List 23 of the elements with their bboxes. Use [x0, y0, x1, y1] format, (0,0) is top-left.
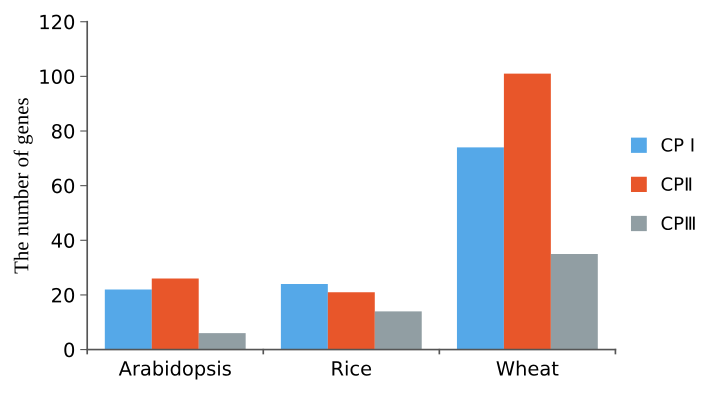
- legend-label: CPⅢ: [662, 216, 695, 230]
- x-tick-label: Arabidopsis: [118, 360, 231, 380]
- bar: [504, 74, 551, 350]
- bar: [280, 284, 328, 350]
- y-tick-label: 100: [40, 69, 74, 84]
- y-tick-label: 40: [52, 233, 74, 248]
- y-tick-label: 20: [52, 288, 74, 303]
- bar: [374, 311, 422, 350]
- x-tick-label: Wheat: [496, 360, 558, 376]
- y-tick-label: 0: [64, 342, 74, 358]
- bar: [456, 147, 504, 350]
- bar: [104, 289, 152, 350]
- bar: [328, 292, 375, 350]
- y-tick-label: 80: [52, 124, 74, 139]
- y-tick-label: 120: [40, 14, 74, 30]
- y-tick-label: 60: [52, 178, 74, 194]
- bar: [550, 254, 598, 350]
- bar: [198, 333, 246, 350]
- bar: [152, 278, 199, 350]
- y-axis-title: The number of genes: [14, 98, 33, 274]
- x-tick-label: Rice: [332, 360, 372, 376]
- legend-label: CP Ⅰ: [662, 138, 694, 152]
- legend-label: CPⅡ: [662, 177, 692, 191]
